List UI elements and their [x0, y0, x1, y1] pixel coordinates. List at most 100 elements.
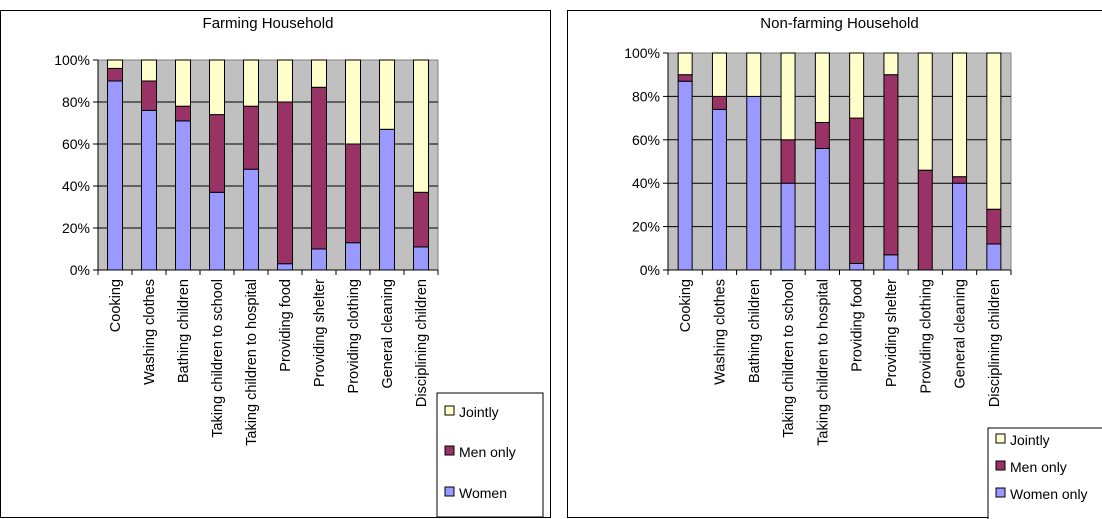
bar-jointly — [243, 59, 259, 107]
bar-jointly — [883, 52, 899, 76]
bar-women-only — [849, 262, 865, 271]
farming-household-chart: Farming Household 0% 20% 40% 60% 80% 100% Cooki… — [0, 10, 551, 518]
bar-jointly — [379, 59, 395, 130]
y-tick-label: 100% — [624, 45, 660, 61]
bar-men-only — [209, 114, 225, 193]
chart-title: Farming Household — [203, 15, 334, 32]
bar-women — [277, 263, 293, 271]
legend-label: Jointly — [1010, 432, 1050, 448]
y-tick-label: 60% — [632, 132, 660, 148]
bar-women — [141, 109, 157, 271]
bar-jointly — [345, 59, 361, 145]
non-farming-chart-svg: Non-farming Household 0% 20% 40% 60% 80% 100% C… — [624, 15, 1102, 519]
legend-label: Men only — [459, 444, 516, 460]
bar-men-only — [175, 105, 191, 122]
legend-box — [987, 427, 1102, 519]
category-label: Taking children to hospital — [815, 279, 831, 446]
legend-label: Women only — [1010, 486, 1088, 502]
bar-men-only — [243, 105, 259, 170]
bar-jointly — [952, 52, 968, 178]
category-label: Providing shelter — [312, 279, 328, 387]
category-label: Taking children to school — [210, 279, 226, 438]
bar-women — [379, 128, 395, 271]
legend-label: Jointly — [459, 404, 499, 420]
bar-women-only — [711, 108, 727, 271]
category-label: Providing clothing — [918, 279, 934, 393]
bar-jointly — [311, 59, 327, 88]
bar-jointly — [849, 52, 865, 119]
bar-women — [345, 242, 361, 271]
legend-label: Men only — [1010, 459, 1067, 475]
category-label: Providing clothing — [346, 279, 362, 393]
bar-men-only — [952, 176, 968, 184]
non-farming-household-chart: Non-farming Household 0% 20% 40% 60% 80% 100% C… — [567, 10, 1102, 519]
category-label: Providing food — [278, 279, 294, 372]
y-tick-label: 0% — [70, 262, 90, 278]
category-label: Disciplining children — [987, 279, 1003, 407]
bar-women-only — [677, 80, 693, 271]
bar-jointly — [986, 52, 1002, 210]
y-tick-label: 80% — [62, 94, 90, 110]
bar-men-only — [311, 86, 327, 250]
bar-jointly — [814, 52, 830, 123]
bar-women-only — [952, 182, 968, 271]
bar-men-only — [986, 208, 1002, 245]
legend-label: Women — [459, 485, 507, 501]
bar-jointly — [746, 52, 762, 97]
y-tick-label: 60% — [62, 136, 90, 152]
bar-jointly — [209, 59, 225, 116]
legend-swatch — [995, 487, 1006, 498]
y-tick-label: 80% — [632, 88, 660, 104]
category-label: Cooking — [678, 279, 694, 332]
bar-women — [413, 246, 429, 271]
category-label: Cooking — [108, 279, 124, 332]
legend-swatch — [995, 460, 1006, 471]
bar-jointly — [277, 59, 293, 103]
bar-men-only — [814, 121, 830, 149]
legend-swatch — [444, 405, 455, 416]
bar-jointly — [780, 52, 796, 141]
legend-swatch — [995, 433, 1006, 444]
bar-women-only — [746, 95, 762, 271]
legend-box — [436, 392, 544, 518]
bar-men-only — [780, 139, 796, 184]
category-label: Washing clothes — [712, 279, 728, 385]
bar-jointly — [413, 59, 429, 193]
y-tick-label: 40% — [62, 178, 90, 194]
y-tick-label: 20% — [62, 220, 90, 236]
chart-title: Non-farming Household — [760, 15, 918, 32]
bar-men-only — [141, 80, 157, 111]
bar-jointly — [107, 59, 123, 69]
farming-chart-svg: Farming Household 0% 20% 40% 60% 80% 100% Cooki… — [54, 15, 544, 518]
category-label: Providing shelter — [884, 279, 900, 387]
y-tick-label: 100% — [54, 52, 90, 68]
y-tick-label: 0% — [640, 262, 660, 278]
bar-men-only — [849, 117, 865, 264]
bar-men-only — [883, 74, 899, 256]
bar-men-only — [277, 101, 293, 265]
bar-women-only — [814, 147, 830, 271]
bar-men-only — [345, 143, 361, 244]
bar-jointly — [141, 59, 157, 82]
bar-women — [209, 191, 225, 271]
category-label: Taking children to hospital — [244, 279, 260, 446]
category-label: General cleaning — [953, 279, 969, 389]
category-label: Bathing children — [176, 279, 192, 383]
legend-swatch — [444, 445, 455, 456]
bar-women — [243, 168, 259, 271]
bar-women — [311, 248, 327, 271]
bar-men-only — [413, 191, 429, 248]
bar-jointly — [677, 52, 693, 76]
bar-women-only — [883, 254, 899, 271]
bar-jointly — [917, 52, 933, 171]
bar-men-only — [677, 74, 693, 82]
category-label: Bathing children — [747, 279, 763, 383]
bar-women — [175, 120, 191, 271]
bar-women-only — [780, 182, 796, 271]
y-tick-label: 40% — [632, 175, 660, 191]
category-label: Taking children to school — [781, 279, 797, 438]
bar-jointly — [711, 52, 727, 97]
y-tick-label: 20% — [632, 219, 660, 235]
category-label: Disciplining children — [414, 279, 430, 407]
legend-swatch — [444, 486, 455, 497]
